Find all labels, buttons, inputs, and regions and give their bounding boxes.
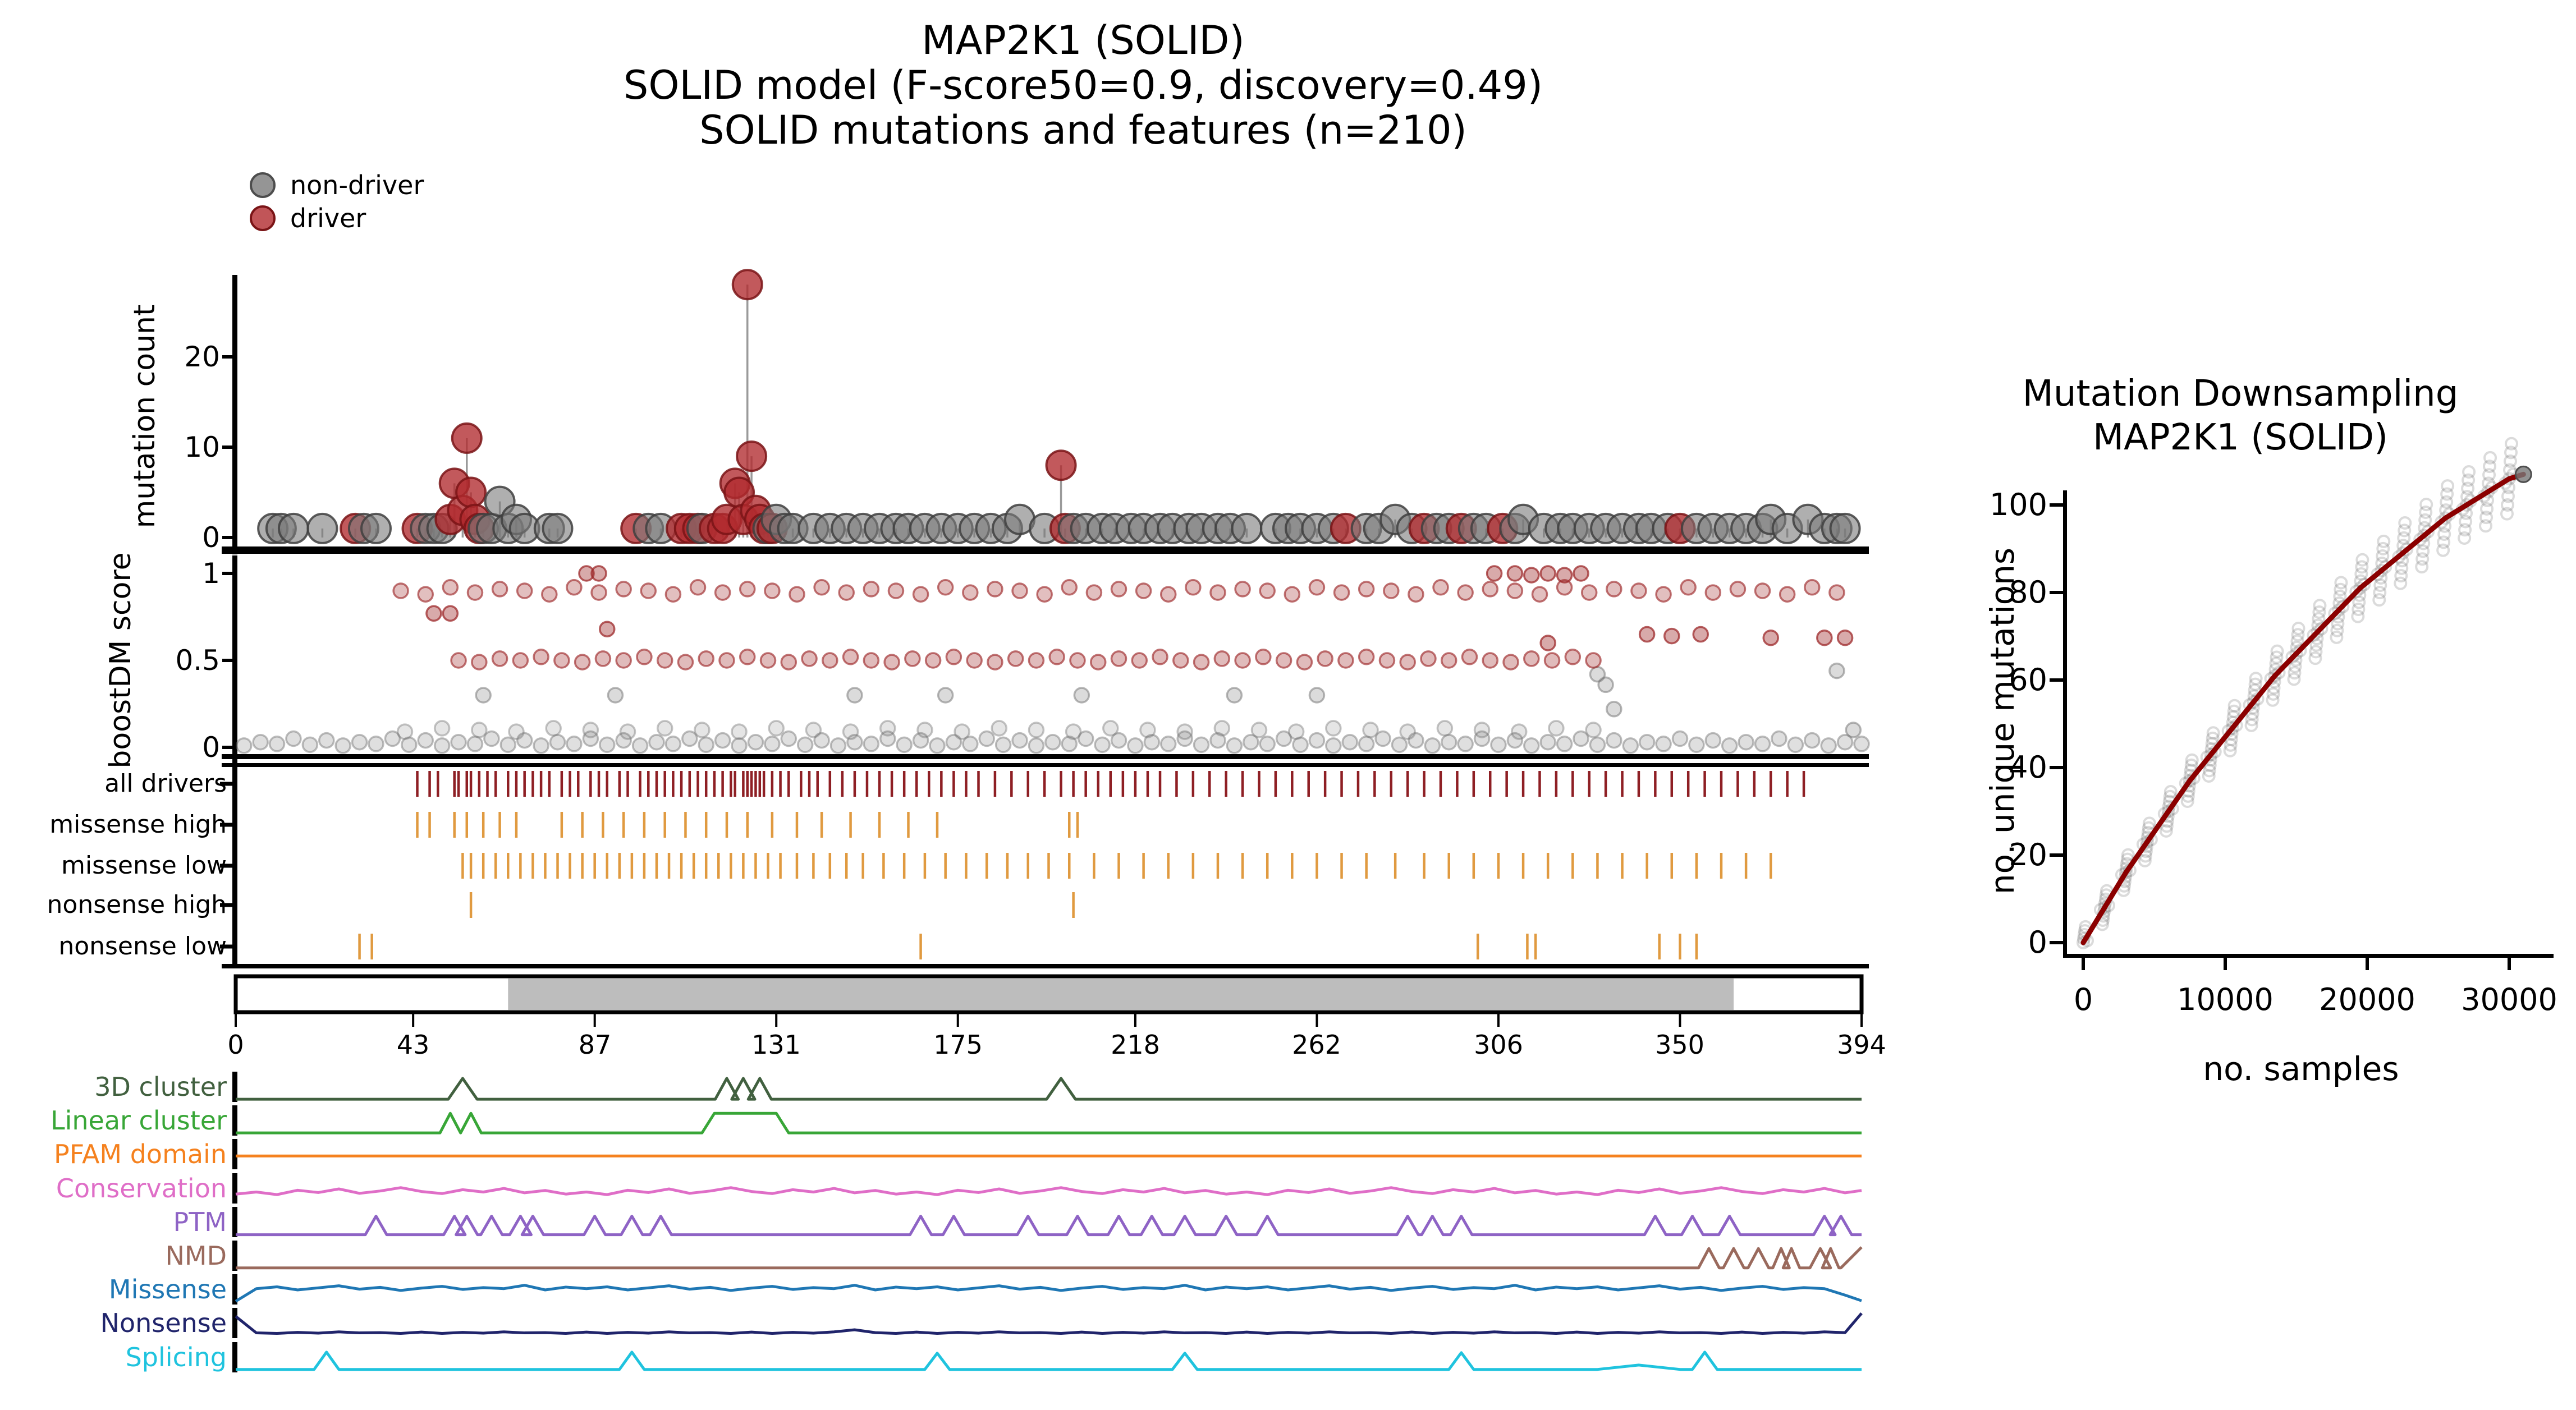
lollipop-dots	[257, 269, 1861, 544]
non-driver-mutation-dot	[306, 512, 338, 544]
feature-line-3d-cluster	[236, 1077, 1862, 1101]
rug-label-all-drivers: all drivers	[104, 769, 227, 798]
feature-tracks	[232, 1072, 1863, 1372]
main-title-line3: SOLID mutations and features (n=210)	[699, 107, 1467, 153]
ds-xtick-20000: 20000	[2319, 982, 2415, 1017]
lollipop-ytick-0: 0	[202, 521, 220, 554]
boostdm-ytick-0: 0	[202, 731, 220, 764]
protein-domain-bar	[233, 974, 1864, 1027]
boostdm-dots	[235, 565, 1870, 754]
feature-line-nonsense	[235, 1312, 1863, 1335]
feature-label-missense: Missense	[108, 1274, 227, 1305]
pkinase-domain-rect	[508, 979, 1734, 1010]
feature-line-missense	[235, 1284, 1862, 1303]
ds-ytick-0: 0	[2028, 925, 2047, 960]
feature-line-nmd	[236, 1246, 1863, 1270]
driver-mutation-dot	[1045, 449, 1077, 481]
lollipop-ytick-10: 10	[184, 431, 220, 463]
main-title-line2: SOLID model (F-score50=0.9, discovery=0.…	[623, 62, 1543, 108]
feature-line-conservation	[235, 1186, 1862, 1196]
xtick-43: 43	[396, 1030, 430, 1060]
rug-label-nonsense-low: nonsense low	[58, 932, 227, 961]
downsampling-plot	[2050, 490, 2554, 970]
driver-mutation-dot	[451, 422, 483, 454]
boostdm-ytick-1: 1	[202, 557, 220, 590]
rug-label-missense-high: missense high	[49, 810, 227, 839]
non-driver-mutation-dot	[360, 512, 392, 544]
feature-label-splicing: Splicing	[125, 1342, 227, 1372]
rug-label-missense-low: missense low	[61, 851, 227, 880]
xtick-218: 218	[1111, 1030, 1160, 1060]
ds-ytick-80: 80	[2009, 575, 2047, 610]
lollipop-ytick-20: 20	[184, 341, 220, 373]
non-driver-mutation-dot	[1829, 512, 1861, 544]
non-driver-mutation-dot	[277, 512, 309, 544]
xtick-306: 306	[1474, 1030, 1523, 1060]
xtick-394: 394	[1837, 1030, 1886, 1060]
xtick-262: 262	[1292, 1030, 1341, 1060]
ds-ytick-40: 40	[2009, 750, 2047, 785]
legend-label-non-driver: non-driver	[290, 170, 424, 200]
feature-label-pfam-domain: PFAM domain	[53, 1139, 227, 1169]
feature-line-splicing	[236, 1351, 1862, 1371]
xtick-131: 131	[751, 1030, 801, 1060]
feature-line-linear-cluster	[236, 1112, 1862, 1135]
legend-label-driver: driver	[290, 203, 366, 233]
xtick-175: 175	[933, 1030, 983, 1060]
feature-label-linear-cluster: Linear cluster	[50, 1105, 227, 1136]
non-driver-mutation-dot	[542, 512, 574, 544]
ds-ytick-60: 60	[2009, 662, 2047, 697]
ds-ytick-20: 20	[2009, 837, 2047, 872]
rug-tracks	[358, 771, 1805, 959]
downsampling-title-line1: Mutation Downsampling	[2022, 373, 2459, 415]
feature-line-ptm	[236, 1215, 1862, 1237]
ds-xtick-10000: 10000	[2177, 982, 2274, 1017]
boostdm-ytick-05: 0.5	[175, 644, 220, 677]
feature-label-ptm: PTM	[173, 1207, 227, 1237]
ds-xtick-30000: 30000	[2461, 982, 2557, 1017]
downsampling-title-line2: MAP2K1 (SOLID)	[2092, 417, 2389, 458]
driver-mutation-dot	[455, 476, 487, 508]
ds-xtick-0: 0	[2073, 982, 2093, 1017]
downsampling-xlabel: no. samples	[2203, 1050, 2399, 1088]
main-title-line1: MAP2K1 (SOLID)	[922, 17, 1245, 63]
legend-markers	[250, 172, 276, 231]
xtick-350: 350	[1655, 1030, 1704, 1060]
feature-label-conservation: Conservation	[56, 1173, 227, 1204]
driver-mutation-dot	[736, 440, 768, 472]
curve-endpoint-dot	[2514, 465, 2532, 483]
axes-spines	[220, 275, 1869, 968]
downsampling-curve	[2080, 465, 2532, 945]
rug-label-nonsense-high: nonsense high	[47, 890, 227, 919]
driver-mutation-dot	[731, 269, 763, 301]
ds-ytick-100: 100	[1989, 487, 2047, 522]
non-driver-mutation-dot	[1231, 512, 1263, 544]
xtick-0: 0	[227, 1030, 244, 1060]
feature-label-3d-cluster: 3D cluster	[94, 1072, 227, 1102]
feature-label-nmd: NMD	[165, 1241, 227, 1271]
feature-label-nonsense: Nonsense	[100, 1308, 227, 1338]
xtick-87: 87	[578, 1030, 612, 1060]
